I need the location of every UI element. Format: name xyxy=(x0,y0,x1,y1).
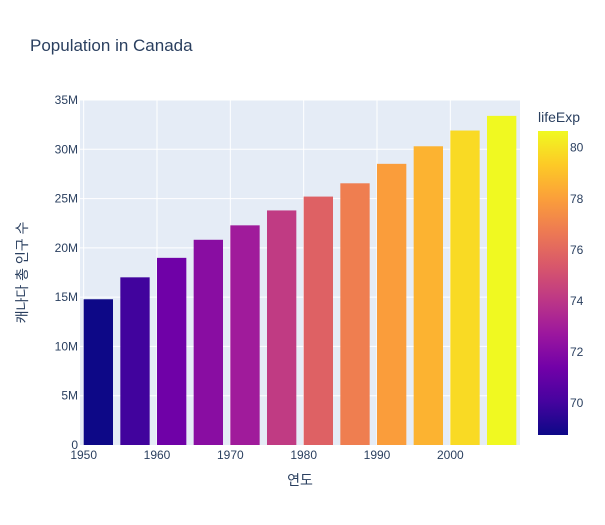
y-axis-title: 캐나다 총 인구 수 xyxy=(14,221,30,323)
x-tick-label: 1970 xyxy=(217,448,244,462)
y-tick-label: 25M xyxy=(55,192,78,206)
bar-1992 xyxy=(377,163,407,445)
colorbar-tick-label: 70 xyxy=(570,396,584,410)
bar-1982 xyxy=(303,196,333,445)
chart-title: Population in Canada xyxy=(30,36,193,55)
y-tick-label: 15M xyxy=(55,290,78,304)
bar-1962 xyxy=(157,257,187,445)
y-tick-label: 5M xyxy=(61,389,78,403)
x-tick-label: 1980 xyxy=(290,448,317,462)
x-axis-title: 연도 xyxy=(287,472,313,488)
plot-area xyxy=(80,100,520,445)
x-tick-label: 1990 xyxy=(364,448,391,462)
bar-2002 xyxy=(450,130,480,445)
colorbar-tick-label: 76 xyxy=(570,243,584,257)
bar-1977 xyxy=(267,210,297,445)
colorbar-tick-label: 78 xyxy=(570,192,584,206)
bar-1967 xyxy=(193,239,223,445)
bar-2007 xyxy=(487,115,517,446)
y-tick-label: 10M xyxy=(55,339,78,353)
y-tick-label: 35M xyxy=(55,93,78,107)
y-tick-label: 0 xyxy=(71,438,78,452)
colorbar xyxy=(538,131,568,435)
y-tick-label: 20M xyxy=(55,241,78,255)
y-axis-ticks: 0 5M 10M 15M 20M 25M 30M 35M xyxy=(55,93,79,452)
bar-1972 xyxy=(230,225,260,445)
colorbar-tick-label: 74 xyxy=(570,294,584,308)
bar-1952 xyxy=(83,299,113,445)
colorbar-title: lifeExp xyxy=(538,109,580,125)
colorbar-tick-label: 80 xyxy=(570,141,584,155)
x-tick-label: 1960 xyxy=(144,448,171,462)
x-tick-label: 2000 xyxy=(437,448,464,462)
y-tick-label: 30M xyxy=(55,142,78,156)
bar-1957 xyxy=(120,277,150,445)
colorbar-tick-label: 72 xyxy=(570,345,584,359)
colorbar-ticks: 70 72 74 76 78 80 xyxy=(570,141,584,410)
bar-1987 xyxy=(340,183,370,446)
x-tick-label: 1950 xyxy=(70,448,97,462)
bar-1997 xyxy=(413,146,443,445)
bars xyxy=(83,115,517,446)
x-axis-ticks: 1950 1960 1970 1980 1990 2000 xyxy=(70,448,464,462)
